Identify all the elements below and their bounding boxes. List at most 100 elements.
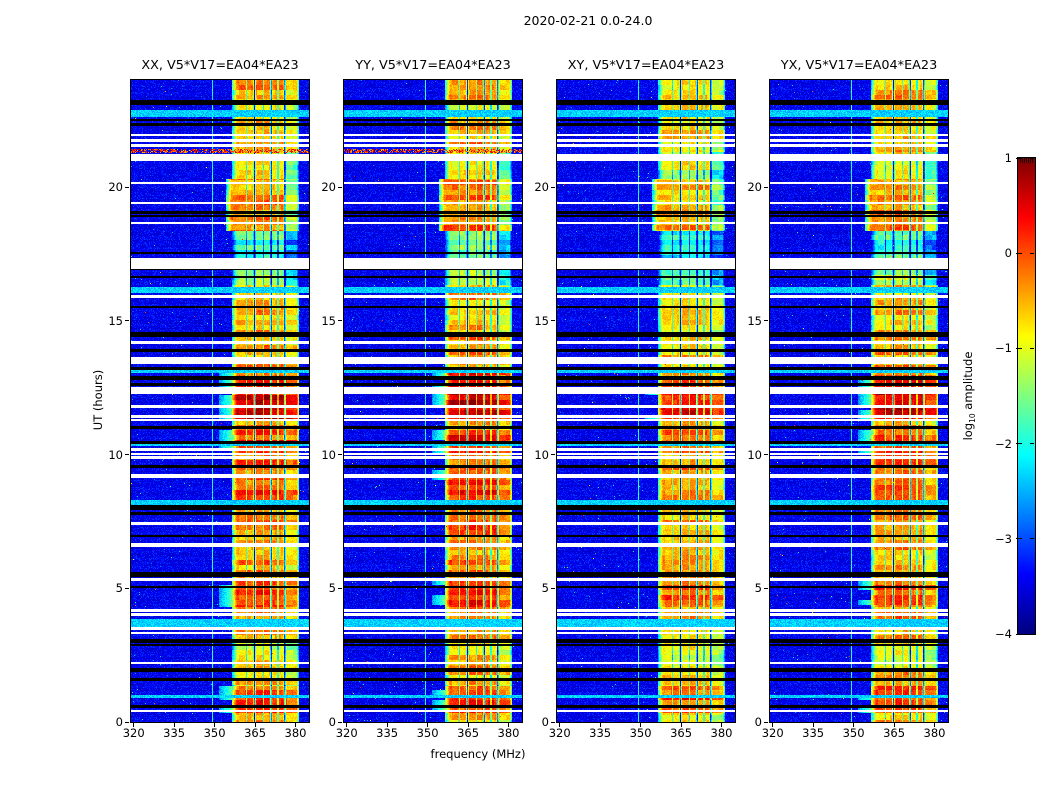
y-tick-label: 0 xyxy=(115,715,123,729)
colorbar-tick-mark xyxy=(1030,157,1034,159)
x-tick-label: 320 xyxy=(548,726,571,740)
y-tick-mark xyxy=(338,587,342,589)
y-tick-mark xyxy=(125,721,129,723)
y-tick-label: 15 xyxy=(534,313,549,328)
y-tick-mark xyxy=(551,186,555,188)
y-tick-mark xyxy=(125,320,129,322)
y-tick-mark xyxy=(125,186,129,188)
y-tick-mark xyxy=(764,721,768,723)
colorbar-tick-label: −3 xyxy=(995,531,1012,546)
y-tick-label: 5 xyxy=(541,581,549,596)
x-tick-label: 365 xyxy=(244,726,267,740)
y-tick-mark xyxy=(338,721,342,723)
x-tick-label: 350 xyxy=(416,726,439,740)
panel-title-YX: YX, V5*V17=EA04*EA23 xyxy=(780,58,938,73)
x-tick-mark xyxy=(934,723,935,727)
x-tick-mark xyxy=(599,723,601,727)
colorbar-tick-mark xyxy=(1030,633,1034,635)
figure-title: 2020-02-21 0.0-24.0 xyxy=(523,13,653,28)
y-tick-label: 10 xyxy=(747,447,762,462)
x-tick-mark xyxy=(295,723,296,727)
y-tick-mark xyxy=(764,320,768,322)
colorbar-tick-mark xyxy=(1030,538,1034,540)
y-tick-mark xyxy=(338,320,342,322)
x-tick-label: 335 xyxy=(163,726,186,740)
x-tick-mark xyxy=(346,723,348,727)
y-tick-label: 0 xyxy=(328,715,336,729)
y-tick-mark xyxy=(764,587,768,589)
panel-title-XY: XY, V5*V17=EA04*EA23 xyxy=(567,58,725,73)
y-tick-mark xyxy=(764,186,768,188)
x-tick-label: 350 xyxy=(203,726,226,740)
colorbar-tick-mark xyxy=(1016,157,1022,159)
y-axis-label: UT (hours) xyxy=(91,369,105,431)
x-tick-label: 350 xyxy=(842,726,865,740)
x-tick-mark xyxy=(853,723,855,727)
x-tick-label: 350 xyxy=(629,726,652,740)
y-tick-label: 5 xyxy=(328,581,336,596)
x-tick-mark xyxy=(812,723,814,727)
x-tick-label: 365 xyxy=(670,726,693,740)
spectrogram-canvas-XY xyxy=(557,80,735,722)
x-tick-label: 320 xyxy=(335,726,358,740)
y-tick-mark xyxy=(338,454,342,455)
plot-frame-XX xyxy=(130,79,310,723)
colorbar-tick-mark xyxy=(1030,443,1034,445)
y-tick-mark xyxy=(125,587,129,589)
colorbar-tick-label: 0 xyxy=(1004,246,1012,261)
x-tick-mark xyxy=(254,723,256,727)
y-tick-label: 20 xyxy=(321,180,336,194)
x-axis-label: frequency (MHz) xyxy=(430,747,526,761)
y-tick-mark xyxy=(551,587,555,589)
colorbar-tick-label: 1 xyxy=(1004,151,1012,165)
x-tick-mark xyxy=(640,723,642,727)
plot-frame-XY xyxy=(556,79,736,723)
x-tick-mark xyxy=(427,723,429,727)
spectrogram-canvas-YY xyxy=(344,80,522,722)
colorbar-tick-label: −1 xyxy=(995,341,1012,356)
x-tick-mark xyxy=(893,723,895,727)
y-tick-mark xyxy=(551,721,555,723)
colorbar-tick-label: −2 xyxy=(995,436,1012,451)
x-tick-label: 320 xyxy=(122,726,145,740)
y-tick-mark xyxy=(125,454,129,455)
x-tick-mark xyxy=(772,723,774,727)
y-tick-label: 10 xyxy=(534,447,549,462)
colorbar-tick-label: −4 xyxy=(995,627,1012,641)
y-tick-label: 15 xyxy=(747,313,762,328)
spectrogram-canvas-XX xyxy=(131,80,309,722)
plot-frame-YY xyxy=(343,79,523,723)
y-tick-label: 5 xyxy=(115,581,123,596)
x-tick-mark xyxy=(386,723,388,727)
colorbar-tick-mark xyxy=(1016,252,1022,254)
x-tick-mark xyxy=(467,723,469,727)
spectrogram-canvas-YX xyxy=(770,80,948,722)
y-tick-mark xyxy=(764,454,768,455)
y-tick-mark xyxy=(551,320,555,322)
colorbar-label: log10 amplitude xyxy=(960,351,978,441)
y-tick-label: 10 xyxy=(321,447,336,462)
x-tick-label: 380 xyxy=(497,726,520,740)
x-tick-label: 380 xyxy=(923,726,946,740)
colorbar-frame xyxy=(1017,157,1036,635)
colorbar-tick-mark xyxy=(1016,347,1022,349)
colorbar-tick-mark xyxy=(1016,633,1022,635)
x-tick-label: 335 xyxy=(802,726,825,740)
y-tick-mark xyxy=(551,454,555,455)
x-tick-label: 380 xyxy=(710,726,733,740)
x-tick-mark xyxy=(508,723,509,727)
x-tick-mark xyxy=(559,723,561,727)
panel-title-XX: XX, V5*V17=EA04*EA23 xyxy=(141,58,299,73)
x-tick-mark xyxy=(133,723,135,727)
colorbar-tick-mark xyxy=(1016,443,1022,445)
y-tick-label: 0 xyxy=(541,715,549,729)
colorbar-tick-mark xyxy=(1030,347,1034,349)
x-tick-label: 365 xyxy=(883,726,906,740)
x-tick-label: 320 xyxy=(761,726,784,740)
x-tick-mark xyxy=(173,723,175,727)
y-tick-label: 15 xyxy=(321,313,336,328)
y-tick-label: 20 xyxy=(747,180,762,194)
x-tick-mark xyxy=(214,723,216,727)
x-tick-mark xyxy=(680,723,682,727)
